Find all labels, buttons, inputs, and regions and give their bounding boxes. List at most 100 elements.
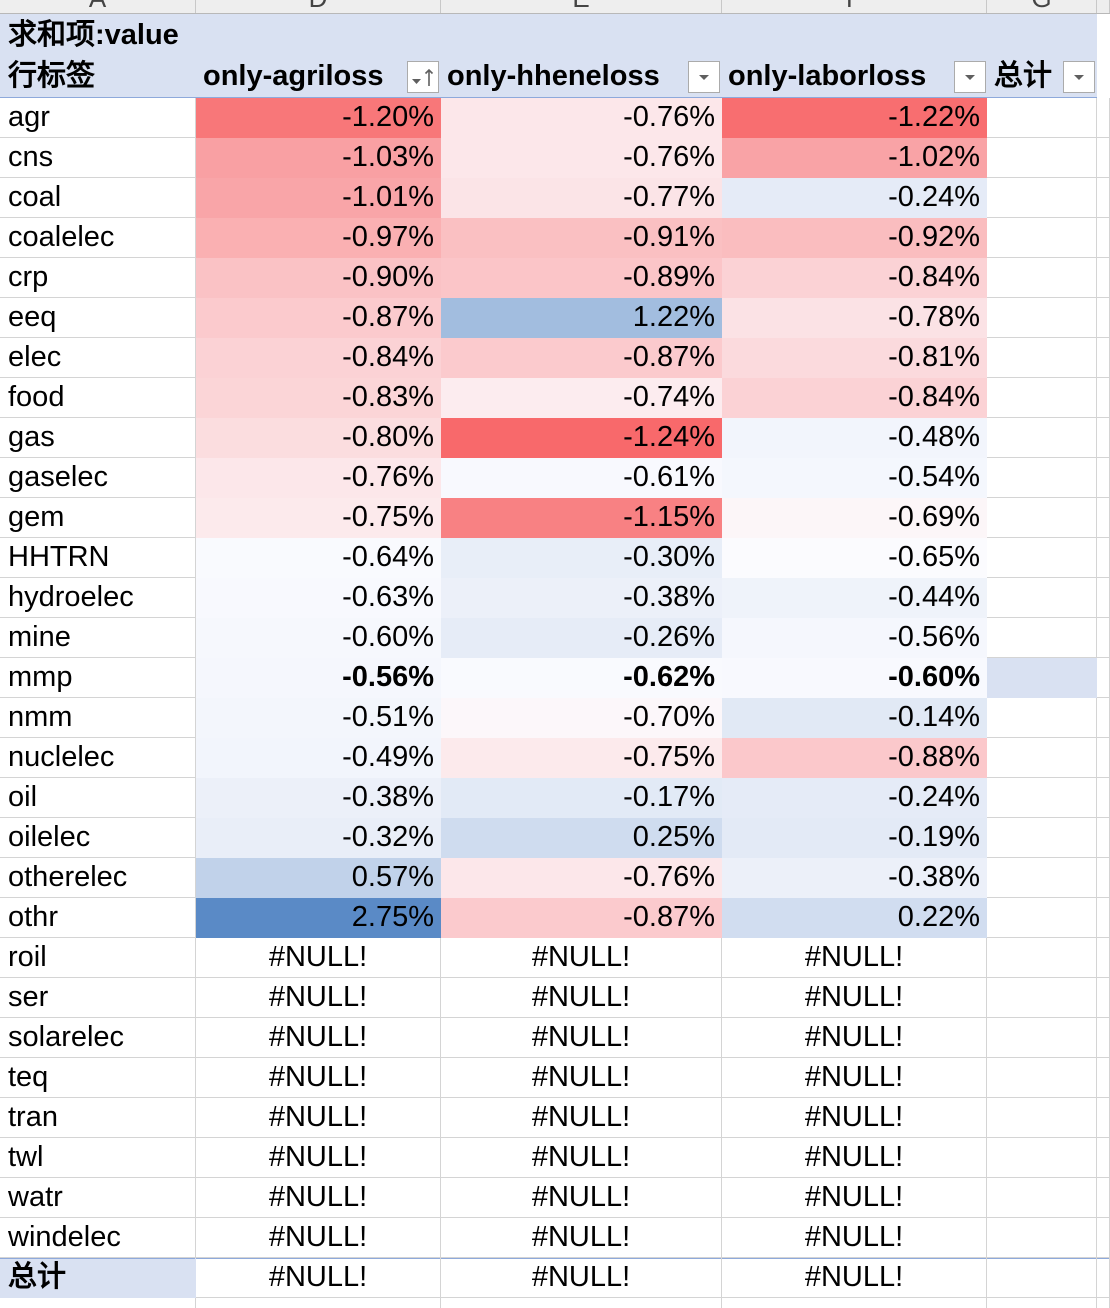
row-label-cell[interactable]: twl xyxy=(0,1138,196,1178)
empty-cell[interactable] xyxy=(1097,738,1110,778)
value-cell[interactable]: -0.51% xyxy=(196,698,441,738)
value-cell[interactable]: #NULL! xyxy=(722,1098,987,1138)
grand-total-cell[interactable] xyxy=(987,858,1097,898)
empty-cell[interactable] xyxy=(1097,1298,1110,1308)
empty-cell[interactable] xyxy=(1097,778,1110,818)
empty-cell[interactable] xyxy=(1097,978,1110,1018)
value-cell[interactable]: -0.70% xyxy=(441,698,722,738)
value-cell[interactable]: -0.14% xyxy=(722,698,987,738)
value-cell[interactable]: #NULL! xyxy=(441,1018,722,1058)
empty-cell[interactable] xyxy=(1097,498,1110,538)
value-cell[interactable]: -0.97% xyxy=(196,218,441,258)
value-cell[interactable]: #NULL! xyxy=(441,1058,722,1098)
column-header-f[interactable]: F xyxy=(722,0,987,13)
empty-cell[interactable] xyxy=(722,1298,987,1308)
value-cell[interactable]: -0.91% xyxy=(441,218,722,258)
value-cell[interactable]: -0.77% xyxy=(441,178,722,218)
row-label-cell[interactable]: nmm xyxy=(0,698,196,738)
value-cell[interactable]: #NULL! xyxy=(196,1218,441,1258)
grand-total-cell[interactable] xyxy=(987,258,1097,298)
grand-total-cell[interactable] xyxy=(987,1178,1097,1218)
value-cell[interactable]: #NULL! xyxy=(196,938,441,978)
empty-cell[interactable] xyxy=(1097,898,1110,938)
value-cell[interactable]: -0.62% xyxy=(441,658,722,698)
value-cell[interactable]: -0.87% xyxy=(196,298,441,338)
value-cell[interactable]: #NULL! xyxy=(196,1178,441,1218)
empty-cell[interactable] xyxy=(0,1298,196,1308)
value-cell[interactable]: -0.87% xyxy=(441,338,722,378)
value-cell[interactable]: #NULL! xyxy=(722,938,987,978)
empty-cell[interactable] xyxy=(1097,218,1110,258)
value-cell[interactable]: #NULL! xyxy=(441,938,722,978)
row-label-cell[interactable]: gem xyxy=(0,498,196,538)
value-cell[interactable]: -0.30% xyxy=(441,538,722,578)
value-cell[interactable]: -1.24% xyxy=(441,418,722,458)
value-cell[interactable]: -0.60% xyxy=(722,658,987,698)
value-cell[interactable]: -0.76% xyxy=(441,858,722,898)
empty-cell[interactable] xyxy=(1097,818,1110,858)
filter-button-only-laborloss[interactable] xyxy=(954,61,986,93)
grand-total-cell[interactable] xyxy=(987,138,1097,178)
value-cell[interactable]: 0.25% xyxy=(441,818,722,858)
grand-total-cell[interactable] xyxy=(987,698,1097,738)
empty-cell[interactable] xyxy=(1097,138,1110,178)
row-label-cell[interactable]: ser xyxy=(0,978,196,1018)
value-cell[interactable]: -1.15% xyxy=(441,498,722,538)
column-label-only-agriloss[interactable]: only-agriloss xyxy=(203,60,384,92)
value-cell[interactable]: 0.22% xyxy=(722,898,987,938)
value-cell[interactable]: #NULL! xyxy=(441,978,722,1018)
row-labels-header[interactable]: 行标签 xyxy=(8,60,96,92)
empty-cell[interactable] xyxy=(1097,698,1110,738)
empty-cell[interactable] xyxy=(1097,938,1110,978)
grand-total-cell[interactable] xyxy=(987,1258,1097,1298)
grand-total-cell[interactable] xyxy=(987,98,1097,138)
value-cell[interactable]: -0.84% xyxy=(722,378,987,418)
row-label-cell[interactable]: coalelec xyxy=(0,218,196,258)
value-cell[interactable]: -0.92% xyxy=(722,218,987,258)
empty-cell[interactable] xyxy=(1097,458,1110,498)
value-cell[interactable]: -0.64% xyxy=(196,538,441,578)
grand-total-cell[interactable] xyxy=(987,218,1097,258)
column-header-d[interactable]: D xyxy=(196,0,441,13)
value-cell[interactable]: -0.76% xyxy=(441,138,722,178)
row-label-cell[interactable]: agr xyxy=(0,98,196,138)
row-label-cell[interactable]: mmp xyxy=(0,658,196,698)
value-cell[interactable]: -0.81% xyxy=(722,338,987,378)
row-label-cell[interactable]: HHTRN xyxy=(0,538,196,578)
value-cell[interactable]: -0.80% xyxy=(196,418,441,458)
value-cell[interactable]: 0.57% xyxy=(196,858,441,898)
grand-total-cell[interactable] xyxy=(987,418,1097,458)
grand-total-cell[interactable] xyxy=(987,898,1097,938)
empty-cell[interactable] xyxy=(1097,298,1110,338)
row-label-cell[interactable]: cns xyxy=(0,138,196,178)
value-cell[interactable]: #NULL! xyxy=(722,978,987,1018)
value-cell[interactable]: -0.78% xyxy=(722,298,987,338)
row-label-cell[interactable]: elec xyxy=(0,338,196,378)
filter-button-grand-total[interactable] xyxy=(1063,61,1095,93)
grand-total-value-cell[interactable]: #NULL! xyxy=(196,1258,441,1298)
row-label-cell[interactable]: nuclelec xyxy=(0,738,196,778)
value-cell[interactable]: #NULL! xyxy=(196,1018,441,1058)
empty-cell[interactable] xyxy=(1097,338,1110,378)
value-cell[interactable]: -0.44% xyxy=(722,578,987,618)
value-cell[interactable]: -0.17% xyxy=(441,778,722,818)
grand-total-cell[interactable] xyxy=(987,458,1097,498)
grand-total-cell[interactable] xyxy=(987,1138,1097,1178)
value-cell[interactable]: -0.83% xyxy=(196,378,441,418)
empty-cell[interactable] xyxy=(1097,418,1110,458)
value-cell[interactable]: #NULL! xyxy=(722,1018,987,1058)
value-cell[interactable]: -1.01% xyxy=(196,178,441,218)
column-label-grand-total[interactable]: 总计 xyxy=(994,60,1053,92)
sort-filter-button-only-agriloss[interactable] xyxy=(407,61,439,93)
column-header-g[interactable]: G xyxy=(987,0,1097,13)
empty-cell[interactable] xyxy=(1097,1218,1110,1258)
value-cell[interactable]: -0.63% xyxy=(196,578,441,618)
value-cell[interactable]: -0.38% xyxy=(196,778,441,818)
grand-total-cell[interactable] xyxy=(987,978,1097,1018)
value-cell[interactable]: -0.56% xyxy=(196,658,441,698)
value-cell[interactable]: -0.65% xyxy=(722,538,987,578)
value-cell[interactable]: -0.61% xyxy=(441,458,722,498)
value-cell[interactable]: -0.48% xyxy=(722,418,987,458)
column-label-only-hheneloss[interactable]: only-hheneloss xyxy=(447,60,660,92)
row-label-cell[interactable]: teq xyxy=(0,1058,196,1098)
